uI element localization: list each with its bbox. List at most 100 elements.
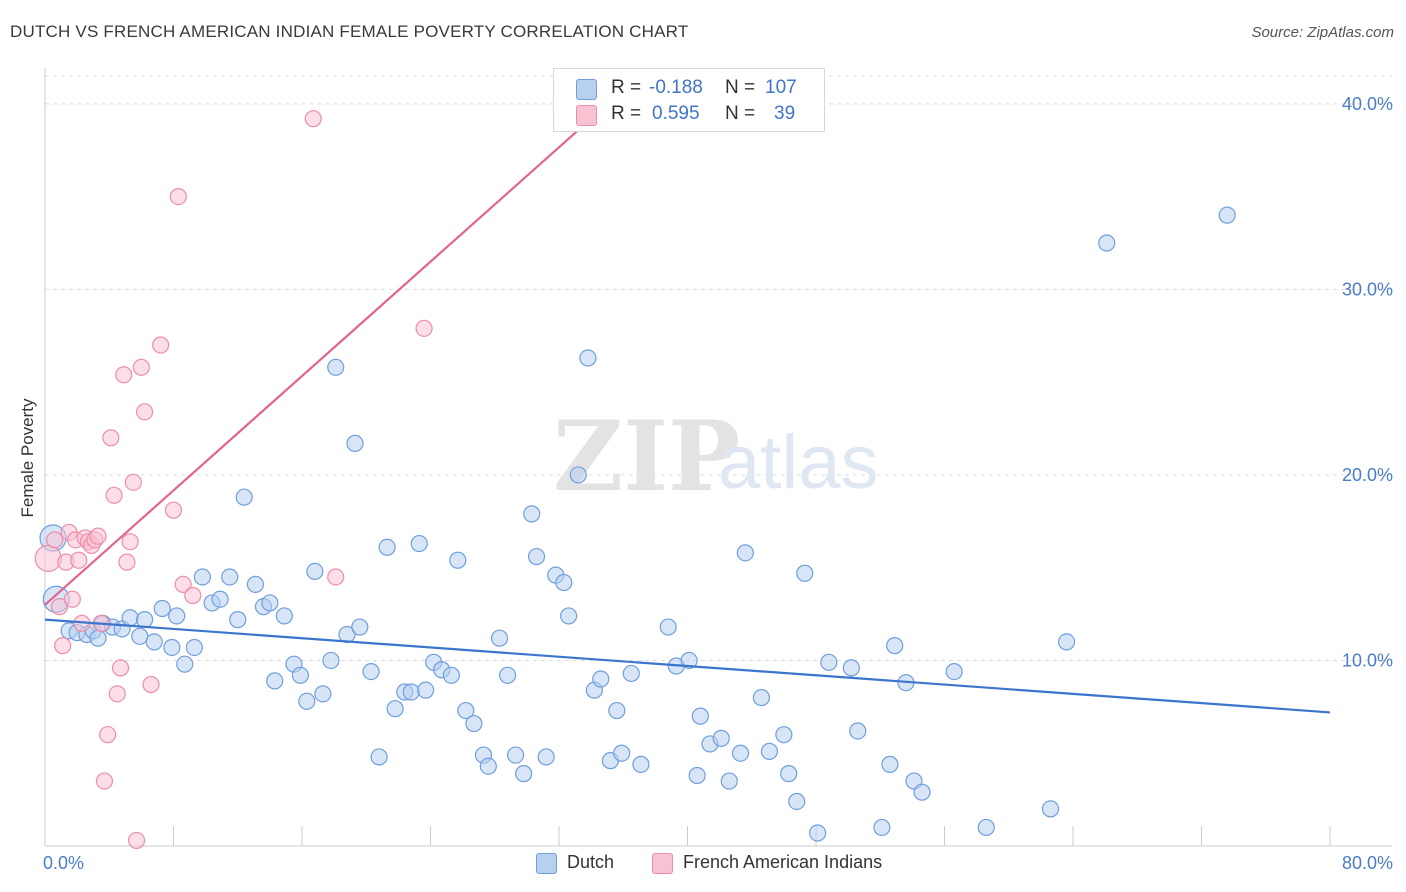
data-point <box>351 618 369 636</box>
gridlines <box>45 75 1392 661</box>
data-point <box>523 505 541 523</box>
data-point <box>346 434 364 452</box>
data-point <box>34 544 62 573</box>
data-point <box>479 757 497 775</box>
data-point <box>378 538 396 556</box>
french-swatch <box>652 853 673 874</box>
data-point <box>537 748 555 766</box>
data-point <box>102 429 120 447</box>
r-value: -0.188 <box>649 77 703 98</box>
data-point <box>913 783 931 801</box>
data-point <box>115 366 133 384</box>
data-point <box>211 590 229 608</box>
y-tick-labels: 10.0% 20.0% 30.0% 40.0% <box>1342 94 1393 671</box>
data-point <box>417 681 435 699</box>
data-point <box>327 568 345 586</box>
data-point <box>886 637 904 655</box>
data-point <box>108 685 126 703</box>
legend-label-french: French American Indians <box>683 852 883 872</box>
chart-source: Source: ZipAtlas.com <box>1251 24 1394 41</box>
n-label: N = <box>725 77 756 98</box>
data-point <box>169 188 187 206</box>
data-point <box>70 551 88 569</box>
data-point <box>184 586 202 605</box>
data-point <box>221 568 239 586</box>
data-point <box>731 744 750 762</box>
data-point <box>131 627 149 645</box>
data-point <box>246 575 265 593</box>
data-point <box>449 551 467 569</box>
data-point <box>775 726 793 744</box>
data-point <box>142 675 160 694</box>
data-point <box>135 611 154 629</box>
data-point <box>680 651 698 670</box>
data-point <box>176 655 194 673</box>
chart-title: DUTCH VS FRENCH AMERICAN INDIAN FEMALE P… <box>10 22 689 41</box>
data-point <box>1057 633 1076 651</box>
data-point <box>796 564 814 582</box>
data-point <box>873 818 891 837</box>
french-trend-line <box>44 99 613 606</box>
data-point <box>145 633 163 651</box>
data-point <box>720 772 738 790</box>
data-point <box>632 755 650 773</box>
r-label: R = <box>611 77 642 98</box>
dutch-swatch <box>536 853 557 874</box>
data-point <box>592 670 610 688</box>
legend-label-dutch: Dutch <box>567 852 615 872</box>
data-point <box>163 638 181 657</box>
data-point <box>89 629 107 647</box>
data-point <box>809 824 827 842</box>
data-point <box>118 553 136 571</box>
data-point <box>457 701 475 720</box>
data-point <box>127 831 146 850</box>
data-point <box>622 664 640 683</box>
n-value: 39 <box>774 103 796 124</box>
data-point <box>111 659 130 677</box>
french-series <box>34 110 433 850</box>
data-point <box>153 599 171 618</box>
watermark-zip: ZIP <box>553 400 740 513</box>
data-point <box>977 818 995 837</box>
data-point <box>507 746 525 764</box>
data-point <box>691 707 709 725</box>
data-point <box>304 110 322 128</box>
data-point <box>688 766 706 785</box>
watermark: ZIP atlas <box>553 400 879 513</box>
data-point <box>164 501 183 519</box>
data-point <box>386 700 404 718</box>
data-point <box>54 637 72 655</box>
data-point <box>752 688 770 707</box>
data-point <box>569 466 587 484</box>
data-point <box>322 651 340 670</box>
data-point <box>135 403 154 421</box>
data-point <box>174 575 192 593</box>
y-tick-label: 10.0% <box>1342 650 1393 670</box>
data-point <box>402 683 420 701</box>
data-point <box>712 729 730 747</box>
data-point <box>132 358 150 376</box>
data-point <box>50 598 69 616</box>
dutch-trend-line <box>44 618 1331 714</box>
data-point <box>327 358 345 376</box>
data-point <box>849 722 867 740</box>
data-point <box>415 319 433 337</box>
data-point <box>46 531 64 549</box>
data-point <box>229 611 247 629</box>
watermark-atlas: atlas <box>718 420 879 505</box>
data-point <box>261 594 279 612</box>
data-point <box>291 666 309 684</box>
data-point <box>788 792 806 811</box>
data-point <box>1218 206 1236 224</box>
data-point <box>820 653 838 671</box>
axes <box>44 68 1392 847</box>
correlation-legend: R = -0.188 N = 107 R = 0.595 N = 39 <box>553 68 825 132</box>
data-point <box>1098 234 1116 252</box>
french-swatch <box>576 105 597 126</box>
data-point <box>275 607 293 625</box>
data-point <box>579 349 597 367</box>
data-point <box>780 765 798 783</box>
n-label: N = <box>725 103 756 124</box>
data-point <box>152 336 170 354</box>
